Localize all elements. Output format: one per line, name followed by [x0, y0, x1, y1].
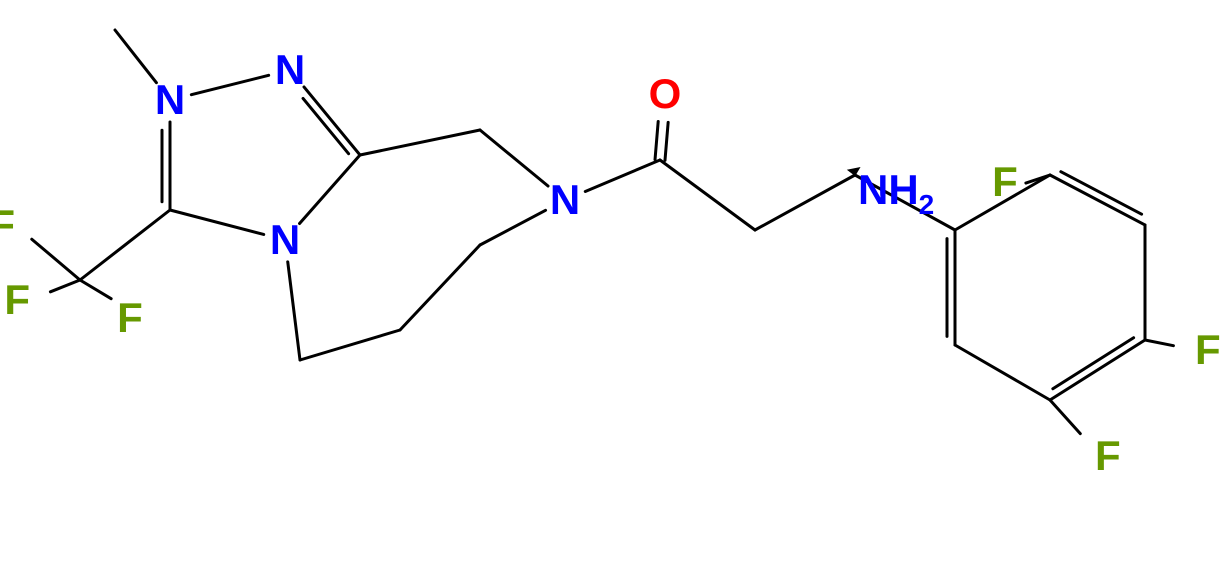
- atom-label-N3: N: [270, 216, 300, 263]
- bond-line: [1061, 172, 1142, 215]
- atom-label-N4: N: [550, 176, 580, 223]
- bond-layer: [32, 30, 1174, 434]
- bond-line: [115, 30, 156, 83]
- bond-line: [755, 175, 855, 230]
- bond-line: [665, 122, 668, 160]
- bond-line: [1050, 175, 1145, 225]
- bond-line: [400, 245, 480, 330]
- molecule-canvas: NNNNONH2FFFFFF: [0, 0, 1231, 581]
- atom-label-F4: F: [992, 158, 1018, 205]
- bond-line: [1050, 340, 1145, 400]
- bond-line: [80, 210, 170, 280]
- bond-line: [303, 98, 349, 153]
- atom-label-F6: F: [1095, 432, 1121, 479]
- atom-label-N2: N: [275, 46, 305, 93]
- bond-line: [304, 87, 360, 155]
- atom-label-N1: N: [155, 76, 185, 123]
- atom-label-F3: F: [117, 294, 143, 341]
- bond-line: [300, 155, 360, 224]
- bond-line: [655, 122, 658, 160]
- bond-line: [191, 75, 268, 94]
- bond-line: [660, 160, 755, 230]
- atom-label-F5: F: [1195, 326, 1221, 373]
- bond-line: [360, 130, 480, 155]
- bond-line: [170, 210, 264, 234]
- bond-line: [955, 345, 1050, 400]
- atom-label-N5: NH2: [858, 166, 934, 220]
- bond-line: [50, 280, 80, 292]
- bond-line: [1053, 338, 1134, 389]
- bond-line: [300, 330, 400, 360]
- bond-line: [1050, 400, 1080, 434]
- bond-line: [288, 262, 300, 360]
- bond-line: [1145, 340, 1173, 346]
- label-layer: NNNNONH2FFFFFF: [0, 46, 1221, 479]
- atom-label-O1: O: [649, 70, 682, 117]
- bond-line: [80, 280, 111, 299]
- bond-line: [585, 160, 660, 191]
- atom-label-F1: F: [0, 201, 15, 248]
- bond-line: [32, 239, 80, 280]
- atom-label-F2: F: [4, 276, 30, 323]
- bond-line: [480, 130, 548, 186]
- bond-line: [480, 210, 546, 245]
